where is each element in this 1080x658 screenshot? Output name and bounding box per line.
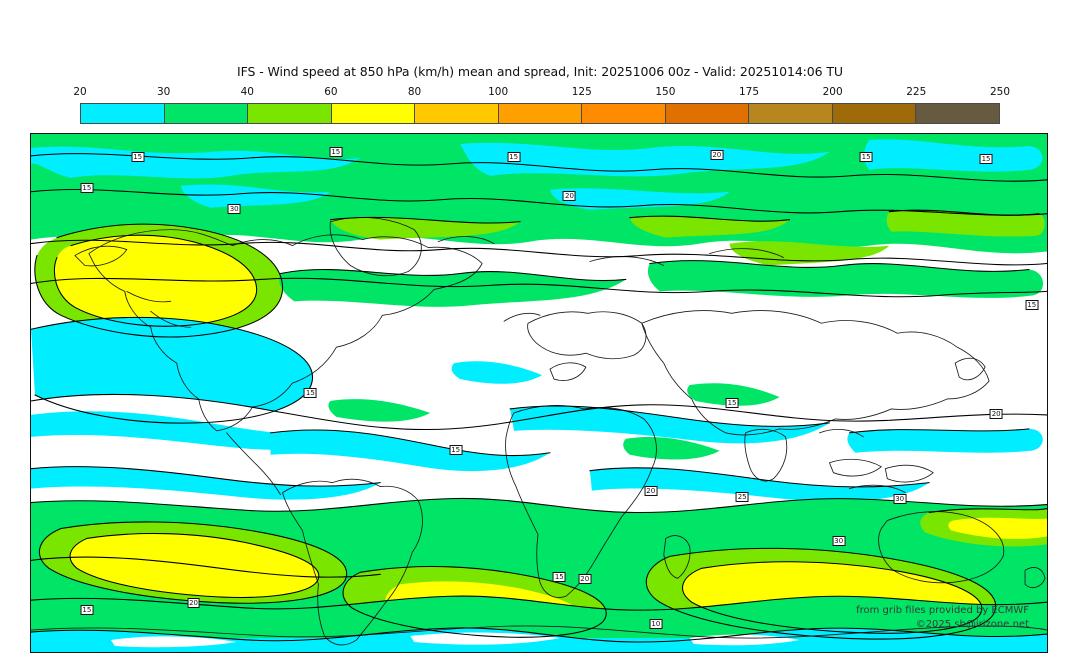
colorbar-tick-125: 125 bbox=[571, 86, 592, 98]
map-canvas bbox=[31, 134, 1047, 652]
contour-label: 30 bbox=[227, 204, 241, 215]
map-field-svg bbox=[31, 134, 1047, 652]
colorbar-segment-100-125 bbox=[498, 104, 583, 123]
colorbar-tick-200: 200 bbox=[822, 86, 843, 98]
contour-label: 20 bbox=[989, 408, 1003, 419]
contour-label: 25 bbox=[735, 491, 749, 502]
contour-label: 20 bbox=[187, 597, 201, 608]
colorbar-tick-40: 40 bbox=[240, 86, 254, 98]
contour-label: 15 bbox=[80, 183, 94, 194]
contour-label: 15 bbox=[725, 398, 739, 409]
colorbar-tick-150: 150 bbox=[655, 86, 676, 98]
contour-label: 15 bbox=[80, 604, 94, 615]
colorbar-tick-60: 60 bbox=[324, 86, 338, 98]
colorbar-tick-225: 225 bbox=[906, 86, 927, 98]
contour-label: 20 bbox=[644, 486, 658, 497]
contour-label: 10 bbox=[649, 618, 663, 629]
attribution-copyright: ©2025 sb@irizone.net bbox=[915, 619, 1029, 630]
contour-label: 15 bbox=[507, 152, 521, 163]
attribution-source: from grib files provided by ECMWF bbox=[856, 605, 1029, 616]
colorbar-segment-40-60 bbox=[248, 104, 332, 123]
colorbar-segment-200-225 bbox=[832, 104, 917, 123]
colorbar-segment-125-150 bbox=[582, 104, 666, 123]
map-frame[interactable]: 15 15 15 15 20 15 15 20 30 15 15 15 20 30 20 15 10 15 20 25… bbox=[30, 133, 1048, 653]
page-title: IFS - Wind speed at 850 hPa (km/h) mean … bbox=[237, 64, 843, 79]
colorbar-gradient bbox=[80, 103, 1000, 124]
colorbar-segment-20-30 bbox=[81, 104, 165, 123]
contour-label: 30 bbox=[893, 494, 907, 505]
colorbar-segment-30-40 bbox=[164, 104, 249, 123]
contour-label: 15 bbox=[552, 571, 566, 582]
colorbar: 20 30 40 60 80 100 125 150 175 200 225 250 bbox=[73, 86, 1010, 128]
contour-label: 20 bbox=[710, 149, 724, 160]
contour-label: 20 bbox=[563, 191, 576, 202]
colorbar-tick-30: 30 bbox=[156, 86, 171, 98]
contour-label: 15 bbox=[449, 444, 463, 455]
colorbar-segment-175-200 bbox=[749, 104, 833, 123]
colorbar-tick-100: 100 bbox=[488, 86, 509, 98]
contour-label: 15 bbox=[131, 152, 145, 163]
colorbar-tick-250: 250 bbox=[989, 86, 1011, 98]
contour-label: 15 bbox=[1025, 299, 1039, 310]
colorbar-tick-labels: 20 30 40 60 80 100 125 150 175 200 225 250 bbox=[73, 86, 1010, 102]
contour-label: 15 bbox=[329, 147, 343, 158]
contour-label: 15 bbox=[859, 152, 873, 163]
colorbar-segment-225-250 bbox=[916, 104, 1000, 123]
contour-label: 15 bbox=[303, 388, 317, 398]
contour-label: 30 bbox=[832, 535, 846, 546]
colorbar-tick-20: 20 bbox=[73, 86, 87, 98]
colorbar-tick-80: 80 bbox=[407, 86, 422, 98]
contour-label: 20 bbox=[578, 574, 592, 585]
contour-label: 15 bbox=[979, 153, 993, 164]
colorbar-segment-80-100 bbox=[415, 104, 499, 123]
colorbar-segment-60-80 bbox=[331, 104, 416, 123]
colorbar-segment-150-175 bbox=[665, 104, 750, 123]
colorbar-tick-175: 175 bbox=[738, 86, 760, 98]
